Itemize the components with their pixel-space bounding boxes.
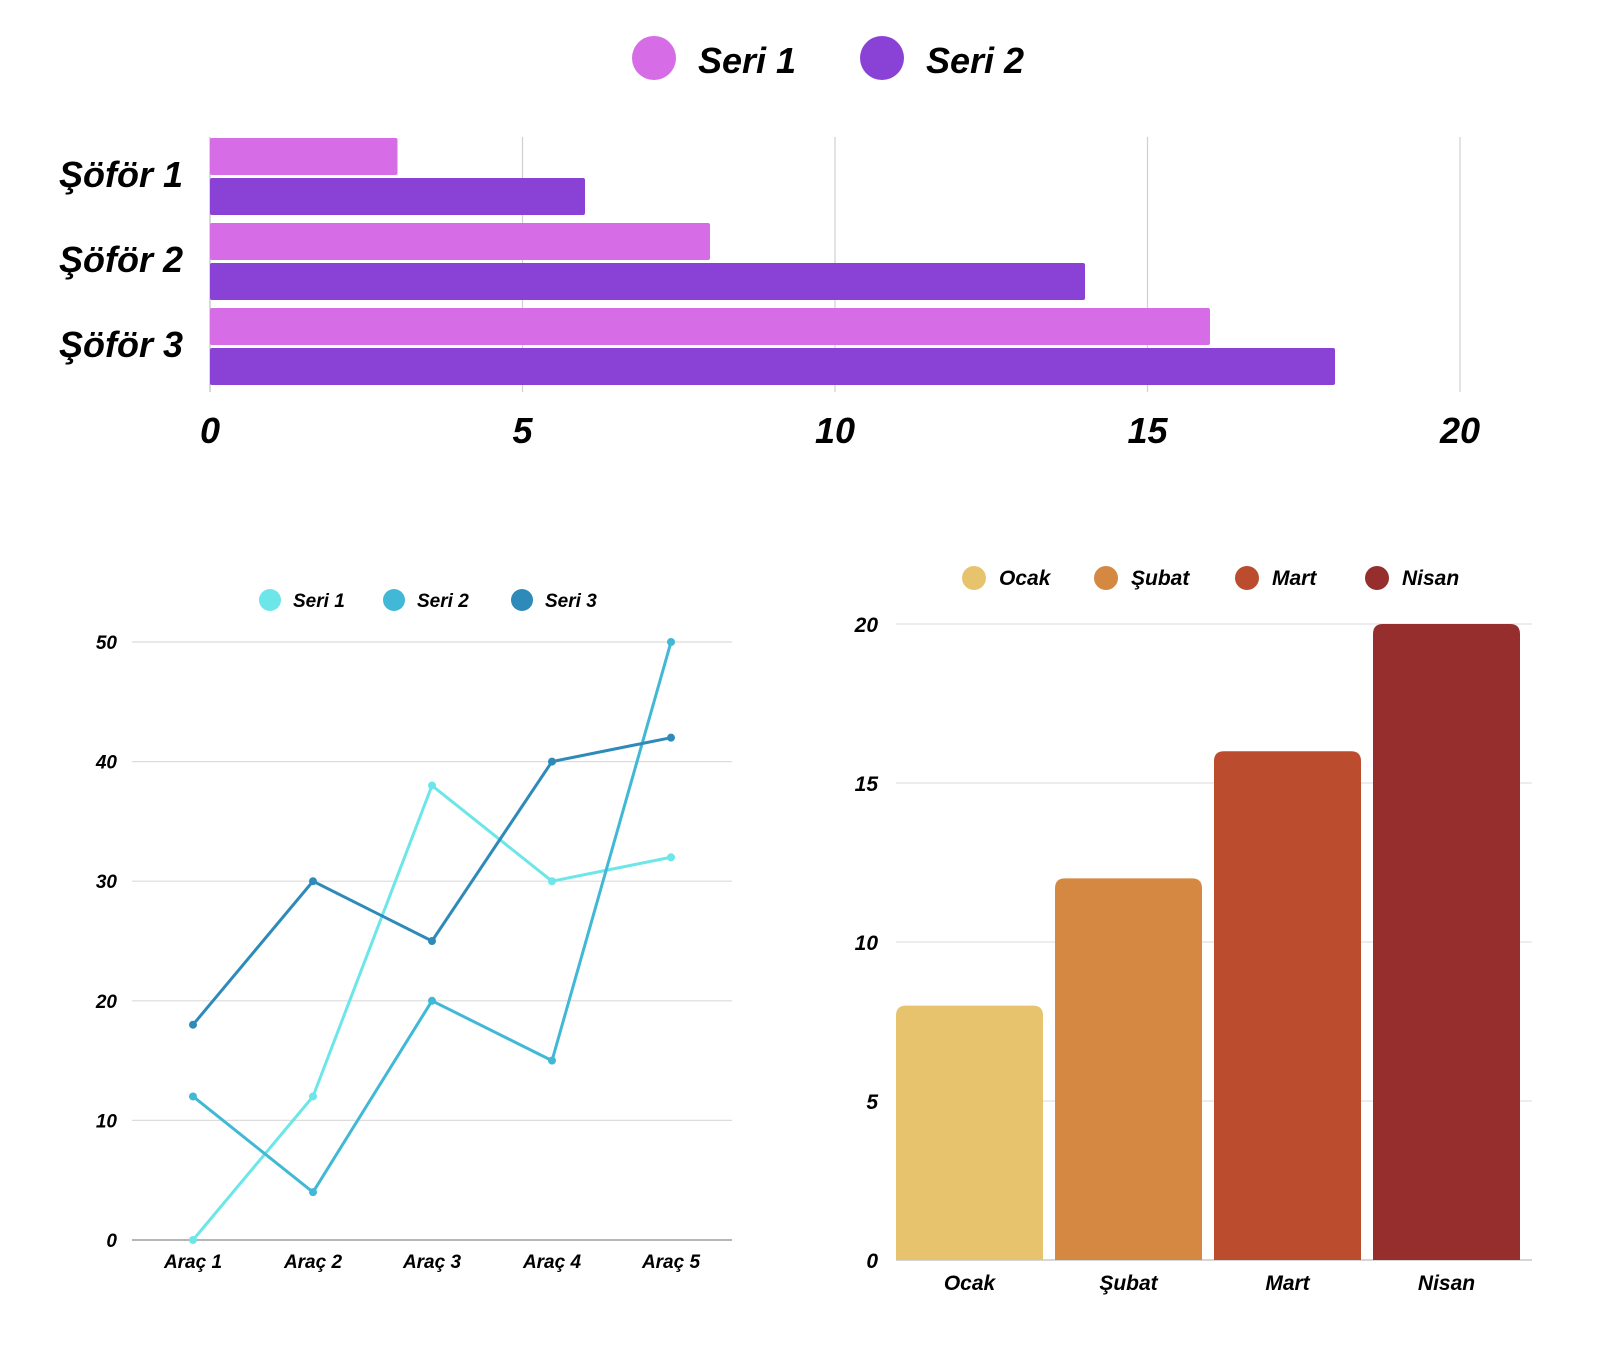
legend-label-1: Ocak (999, 567, 1052, 590)
legend-label-3: Seri 3 (545, 591, 597, 612)
y-tick-label: 0 (106, 1231, 117, 1252)
x-tick-label: 15 (1127, 410, 1168, 451)
x-tick-label: 10 (815, 410, 855, 451)
legend-label-1: Seri 1 (293, 591, 345, 612)
legend-swatch-1 (962, 566, 986, 590)
y-category-label: Şöför 2 (59, 239, 183, 280)
legend-swatch-4 (1365, 566, 1389, 590)
x-tick-label: Nisan (1418, 1272, 1475, 1295)
data-point-1-2 (309, 1092, 317, 1101)
line-chart: Seri 1 Seri 2 Seri 3 0 10 20 30 40 50 Araç 1 Araç … (95, 589, 732, 1273)
x-tick-label: Araç 5 (641, 1252, 701, 1273)
x-tick-label: 0 (200, 410, 220, 451)
x-tick-label: Mart (1265, 1272, 1310, 1295)
legend-label-4: Nisan (1402, 567, 1459, 590)
legend-label-2: Seri 2 (417, 591, 469, 612)
legend-swatch-1 (632, 36, 676, 80)
data-point-1-1 (189, 1236, 197, 1244)
data-point-1-3 (428, 781, 436, 790)
y-tick-label: 50 (96, 633, 118, 654)
bar-2 (1055, 878, 1202, 1260)
legend-swatch-2 (383, 589, 405, 611)
data-point-2-2 (309, 1188, 317, 1197)
bar-3 (1214, 751, 1361, 1260)
y-tick-label: 30 (96, 872, 118, 893)
legend-swatch-1 (259, 589, 281, 611)
data-point-2-5 (667, 638, 675, 646)
data-point-2-4 (548, 1056, 556, 1065)
data-point-3-5 (667, 733, 675, 742)
bar-1-3 (210, 308, 1210, 345)
x-tick-label: Araç 2 (283, 1252, 343, 1273)
data-point-2-3 (428, 996, 436, 1005)
legend-swatch-2 (860, 36, 904, 80)
y-tick-label: 0 (866, 1250, 878, 1273)
legend-label-3: Mart (1272, 567, 1317, 590)
x-tick-label: Şubat (1099, 1272, 1158, 1295)
data-point-1-4 (548, 877, 556, 886)
y-tick-label: 20 (854, 614, 879, 637)
bar-1-1 (210, 138, 398, 175)
data-point-3-3 (428, 937, 436, 945)
vertical-bar-chart: Ocak Şubat Mart Nisan 0 5 10 15 20 Ocak Şubat Mart N… (854, 566, 1532, 1295)
bar-2-2 (210, 263, 1085, 300)
y-tick-label: 40 (95, 753, 118, 774)
data-point-1-5 (667, 853, 675, 862)
y-tick-label: 5 (866, 1091, 878, 1114)
bar-2-1 (210, 178, 585, 215)
horizontal-bar-chart: Seri 1 Seri 2 0 5 10 15 20 Şöför 1 Şöför 2 Şöför … (59, 36, 1480, 451)
data-point-2-1 (189, 1092, 197, 1101)
y-tick-label: 20 (95, 992, 118, 1013)
legend-label-2: Şubat (1131, 567, 1190, 590)
legend-label-1: Seri 1 (698, 40, 796, 81)
bar-2-3 (210, 348, 1335, 385)
y-tick-label: 10 (855, 932, 879, 955)
data-point-3-1 (189, 1020, 197, 1029)
bar-1-2 (210, 223, 710, 260)
x-tick-label: Araç 3 (402, 1252, 462, 1273)
y-tick-label: 10 (96, 1111, 118, 1132)
y-category-label: Şöför 1 (59, 154, 183, 195)
data-point-3-2 (309, 877, 317, 886)
x-tick-label: Araç 1 (163, 1252, 222, 1273)
data-point-3-4 (548, 757, 556, 766)
series-line-1 (191, 784, 672, 1241)
legend-swatch-3 (1235, 566, 1259, 590)
x-tick-label: Araç 4 (522, 1252, 582, 1273)
bar-1 (896, 1005, 1043, 1260)
x-tick-label: 20 (1439, 410, 1480, 451)
legend-swatch-3 (511, 589, 533, 611)
series-line-2 (192, 641, 673, 1194)
legend-label-2: Seri 2 (926, 40, 1024, 81)
y-tick-label: 15 (855, 773, 879, 796)
x-tick-label: 5 (512, 410, 533, 451)
x-tick-label: Ocak (944, 1272, 997, 1295)
bar-4 (1373, 624, 1520, 1260)
legend-swatch-2 (1094, 566, 1118, 590)
y-category-label: Şöför 3 (59, 324, 183, 365)
